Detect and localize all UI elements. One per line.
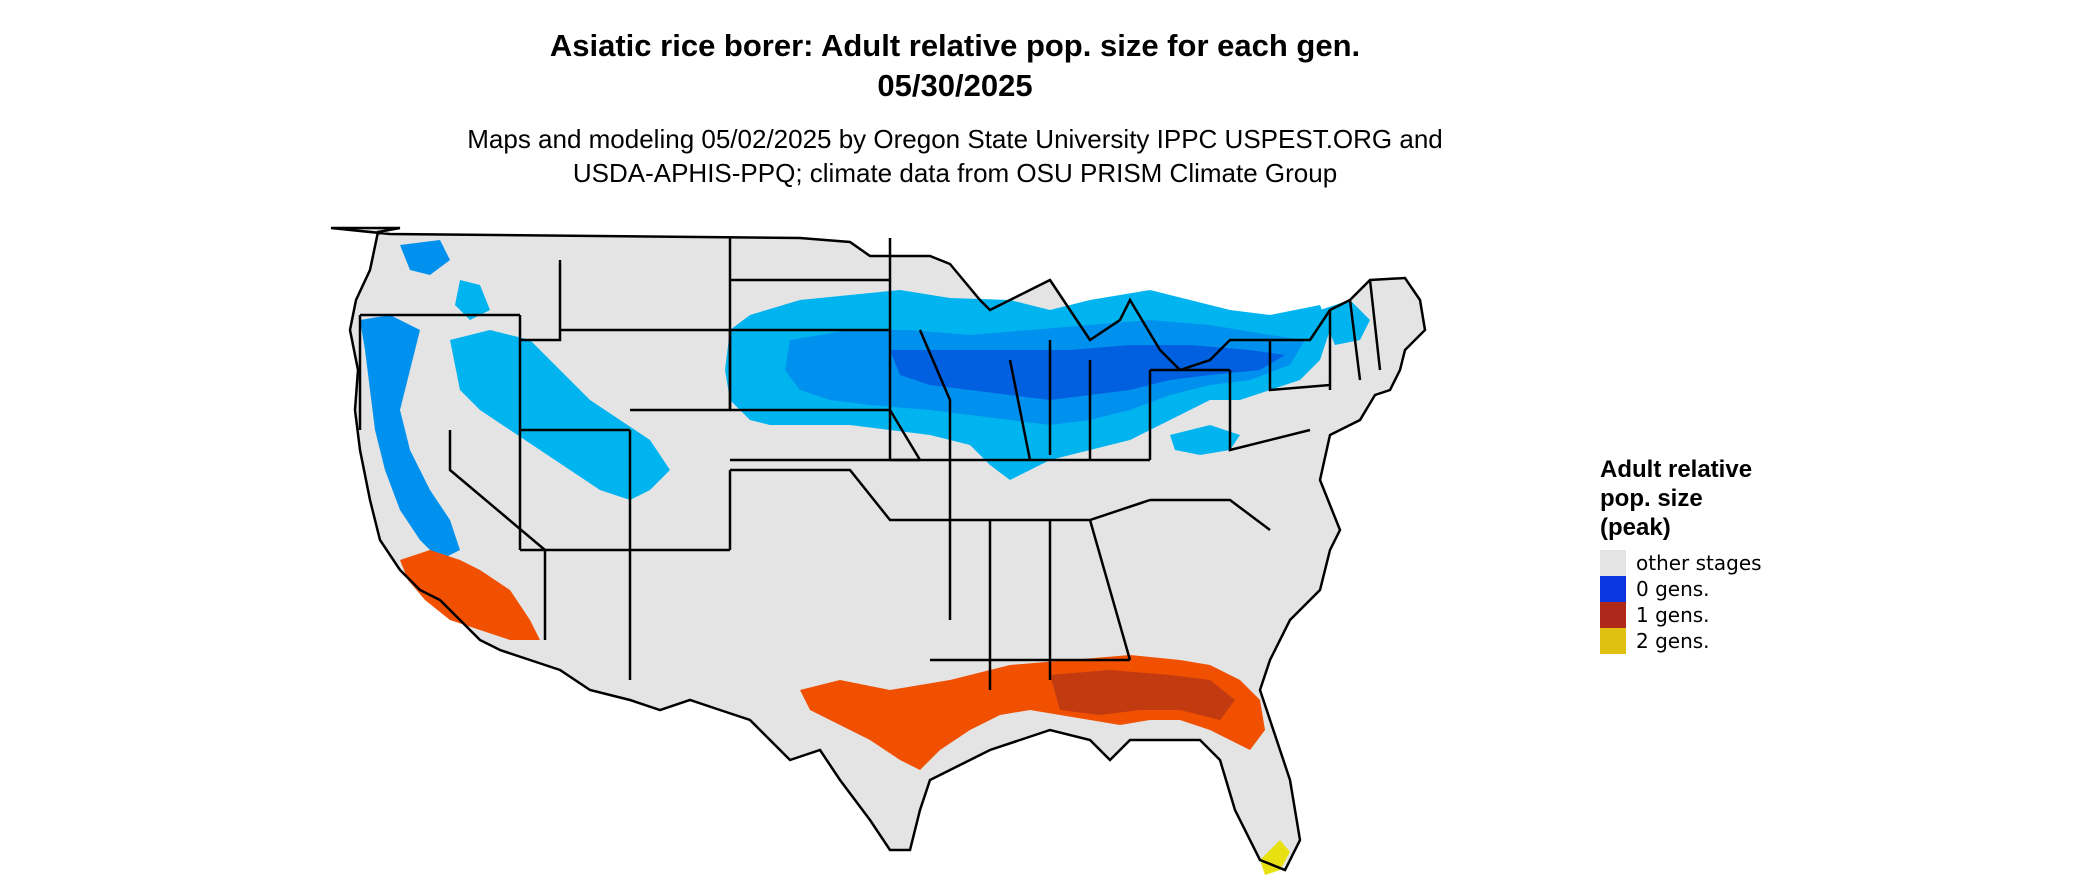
- legend-swatch: [1600, 602, 1626, 628]
- legend-item: other stages: [1600, 550, 1860, 576]
- legend-swatch: [1600, 550, 1626, 576]
- legend-swatch: [1600, 628, 1626, 654]
- legend-title: Adult relative pop. size (peak): [1600, 456, 1753, 541]
- map-credit-line-2: USDA-APHIS-PPQ; climate data from OSU PR…: [572, 158, 1338, 188]
- legend-item: 1 gens.: [1600, 602, 1860, 628]
- legend-item: 2 gens.: [1600, 628, 1860, 654]
- legend-label: 1 gens.: [1636, 603, 1710, 627]
- blue-shading: [360, 240, 1370, 560]
- legend-swatch: [1600, 576, 1626, 602]
- legend-item: 0 gens.: [1600, 576, 1860, 602]
- map-title: Asiatic rice borer: Adult relative pop. …: [549, 28, 1361, 63]
- legend-label: 2 gens.: [1636, 629, 1710, 653]
- map-credit-line-1: Maps and modeling 05/02/2025 by Oregon S…: [467, 124, 1443, 154]
- state-borders: [330, 226, 1427, 872]
- yellow-shading: [1260, 840, 1290, 875]
- legend-label: 0 gens.: [1636, 577, 1710, 601]
- map-date: 05/30/2025: [877, 68, 1033, 103]
- us-map: [330, 226, 1427, 875]
- orange-shading: [400, 550, 1265, 770]
- legend: Adult relative pop. size (peak) other st…: [1600, 455, 1860, 654]
- legend-label: other stages: [1636, 551, 1762, 575]
